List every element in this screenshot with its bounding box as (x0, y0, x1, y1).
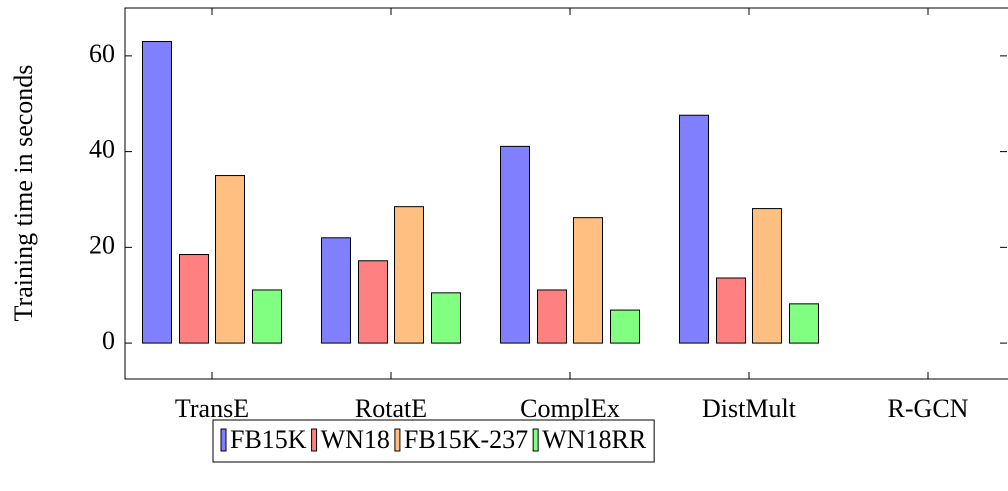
legend-swatch (532, 428, 539, 452)
bar (573, 217, 603, 344)
legend-label: FB15K-237 (404, 425, 528, 454)
bar (500, 145, 530, 344)
bar (394, 206, 424, 344)
y-tick-label: 20 (89, 230, 115, 259)
legend (212, 419, 655, 463)
bar (321, 237, 351, 344)
legend-swatch (394, 428, 401, 452)
y-tick-label: 40 (89, 135, 115, 164)
bar (716, 277, 746, 344)
bar (179, 254, 209, 344)
bar (215, 175, 245, 344)
x-tick-label: TransE (175, 394, 249, 423)
bar (431, 292, 461, 344)
x-tick-label: R-GCN (888, 394, 969, 423)
bar (752, 208, 782, 344)
x-tick-label: ComplEx (520, 394, 620, 423)
x-tick-label: RotatE (355, 394, 427, 423)
legend-swatch (311, 428, 318, 452)
legend-label: FB15K (230, 425, 307, 454)
bar (789, 303, 819, 344)
plot-frame (124, 7, 1008, 380)
bar (358, 260, 388, 344)
y-tick-label: 0 (102, 326, 115, 355)
legend-label: WN18RR (542, 425, 647, 454)
bar (537, 289, 567, 344)
y-axis-label: Training time in seconds (9, 65, 38, 322)
bar (142, 41, 172, 344)
bar (610, 309, 640, 344)
bar (679, 114, 709, 344)
x-tick-label: DistMult (702, 394, 797, 423)
legend-label: WN18 (321, 425, 390, 454)
legend-swatch (220, 428, 227, 452)
bar (252, 289, 282, 344)
y-tick-label: 60 (89, 39, 115, 68)
